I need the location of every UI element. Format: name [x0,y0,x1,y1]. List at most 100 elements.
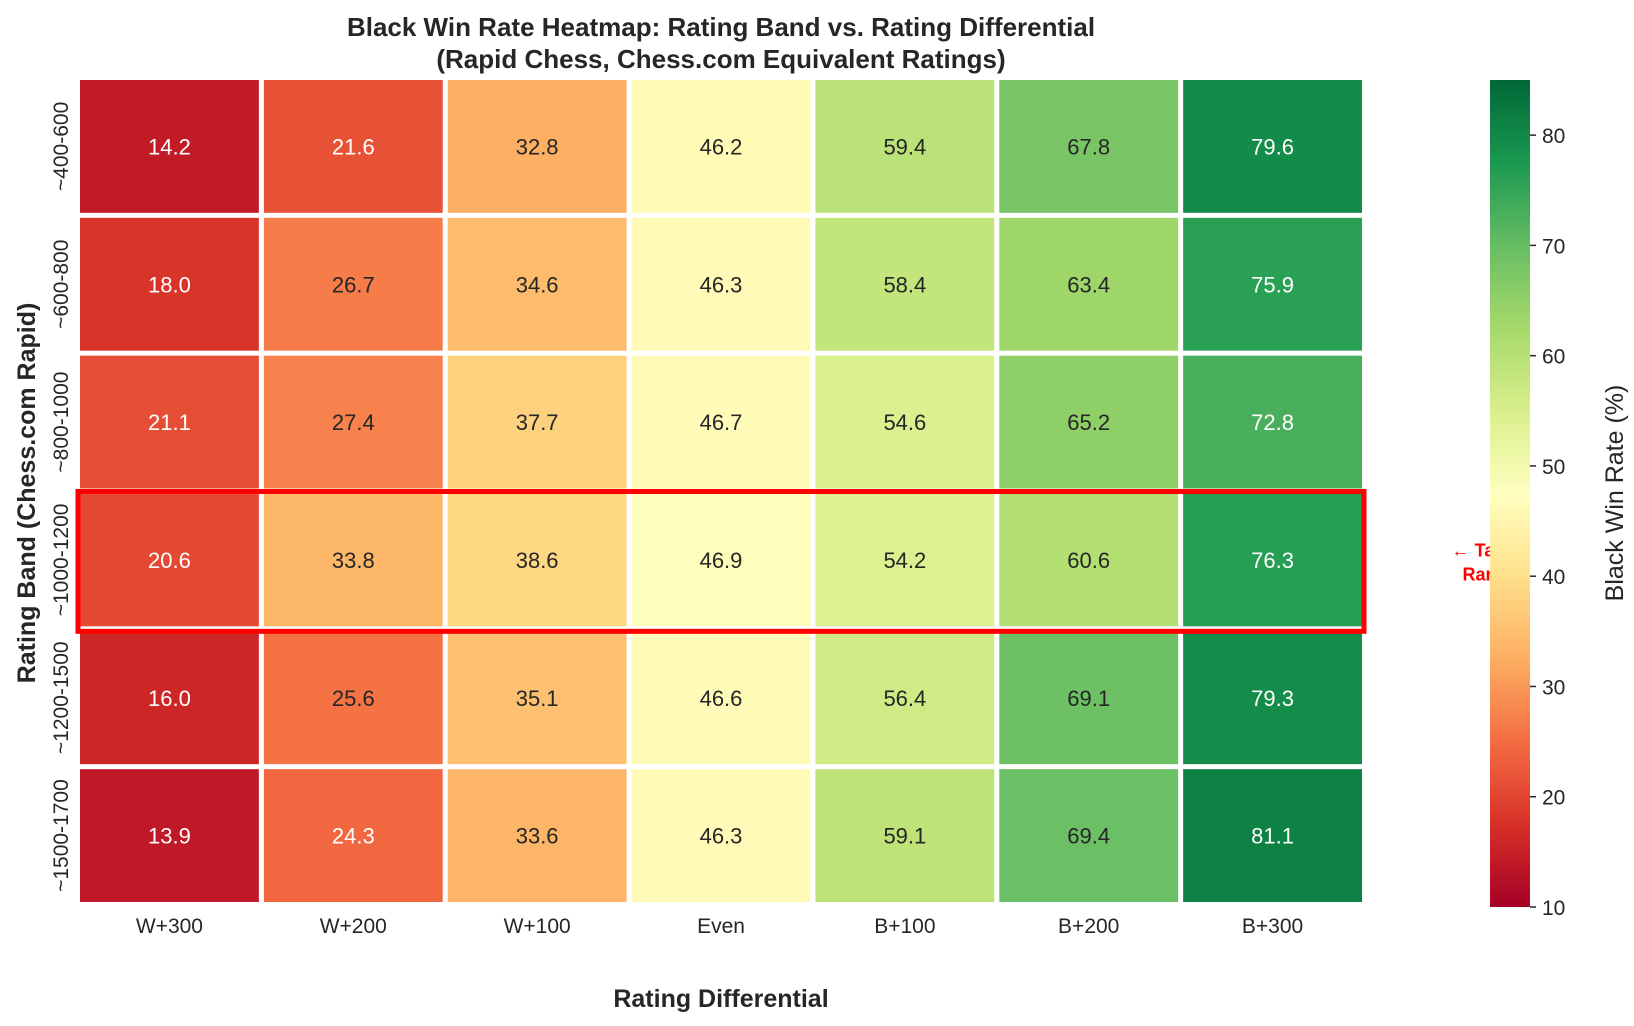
heatmap-cell [815,769,995,902]
cell-value-label: 33.8 [332,548,375,573]
cell-value-label: 75.9 [1251,272,1294,297]
chart-subtitle: (Rapid Chess, Chess.com Equivalent Ratin… [436,44,1005,74]
cell-value-label: 46.3 [700,272,743,297]
colorbar-tick-label: 30 [1542,676,1565,699]
cell-value-label: 67.8 [1067,134,1110,159]
heatmap-cell [1183,631,1362,765]
heatmap-cell [80,769,259,902]
heatmap-cell [80,217,259,351]
heatmap-cell [999,769,1179,902]
heatmap-cell [263,80,443,213]
y-tick-labels: ~400-600 ~600-800 ~800-1000 ~1000-1200 ~1200… [50,102,73,892]
cell-value-label: 79.3 [1251,686,1294,711]
x-tick-label: B+200 [1058,915,1119,938]
heatmap-cell [263,631,443,765]
heatmap-cell [1183,769,1362,902]
cell-value-label: 46.6 [700,686,743,711]
heatmap-cell [631,217,811,351]
cell-value-label: 56.4 [883,686,926,711]
heatmap-cell [815,80,995,213]
cell-value-label: 25.6 [332,686,375,711]
heatmap-cell [447,80,627,213]
heatmap-cell [447,631,627,765]
heatmap-cell [815,631,995,765]
x-axis-label: Rating Differential [613,985,828,1013]
cell-value-label: 13.9 [148,824,191,849]
heatmap-cell [447,493,627,627]
cell-value-label: 72.8 [1251,410,1294,435]
heatmap-cell [80,493,259,627]
cell-value-label: 46.7 [700,410,743,435]
heatmap-cell [1183,355,1362,489]
cell-value-label: 79.6 [1251,134,1294,159]
heatmap-cell [447,355,627,489]
colorbar-ticks: 10 20 30 40 50 60 70 80 [1530,125,1565,920]
heatmap-cell [999,493,1179,627]
cell-value-label: 32.8 [516,134,559,159]
cell-value-label: 46.2 [700,134,743,159]
x-tick-label: W+100 [504,915,571,938]
cell-value-label: 21.1 [148,410,191,435]
heatmap-cell [815,355,995,489]
cell-value-label: 33.6 [516,824,559,849]
heatmap-cell [999,217,1179,351]
cell-value-label: 60.6 [1067,548,1110,573]
colorbar-tick-label: 50 [1542,456,1565,479]
cell-value-label: 37.7 [516,410,559,435]
y-tick-label: ~1500-1700 [50,779,73,892]
colorbar-label: Black Win Rate (%) [1601,385,1629,602]
colorbar-tick-label: 80 [1542,125,1565,148]
heatmap-cell [80,631,259,765]
cell-value-label: 34.6 [516,272,559,297]
cell-value-label: 69.1 [1067,686,1110,711]
heatmap-cell [999,80,1179,213]
x-tick-labels: W+300 W+200 W+100 Even B+100 B+200 B+300 [136,915,1303,938]
y-axis-label: Rating Band (Chess.com Rapid) [13,303,41,684]
x-tick-label: B+100 [874,915,935,938]
highlight-box [75,489,1367,634]
cell-value-label: 59.1 [883,824,926,849]
heatmap-cell [999,631,1179,765]
cell-value-label: 59.4 [883,134,926,159]
x-tick-label: W+200 [320,915,387,938]
y-tick-label: ~400-600 [50,102,73,191]
cell-value-label: 38.6 [516,548,559,573]
colorbar [1490,80,1530,907]
cell-value-label: 18.0 [148,272,191,297]
cell-value-label: 35.1 [516,686,559,711]
heatmap-cell [80,80,259,213]
cell-value-label: 21.6 [332,134,375,159]
heatmap-cell [263,217,443,351]
cell-value-label: 14.2 [148,134,191,159]
colorbar-tick-label: 20 [1542,787,1565,810]
heatmap-cell [1183,80,1362,213]
cell-value-label: 65.2 [1067,410,1110,435]
colorbar-tick-label: 40 [1542,566,1565,589]
heatmap-cells: 14.2 21.6 32.8 46.2 59.4 67.8 79.6 18.0 26.7 34.6… [80,80,1362,902]
colorbar-tick-label: 10 [1542,897,1565,920]
heatmap-cell [263,769,443,902]
heatmap-cell [631,80,811,213]
x-tick-label: W+300 [136,915,203,938]
y-tick-label: ~1000-1200 [50,504,73,617]
y-tick-label: ~600-800 [50,240,73,329]
cell-value-label: 63.4 [1067,272,1110,297]
chart-title: Black Win Rate Heatmap: Rating Band vs. … [347,12,1095,42]
cell-value-label: 54.6 [883,410,926,435]
colorbar-tick-label: 70 [1542,235,1565,258]
cell-value-label: 58.4 [883,272,926,297]
colorbar-tick-label: 60 [1542,346,1565,369]
heatmap-cell [1183,493,1362,627]
cell-value-label: 69.4 [1067,824,1110,849]
cell-value-label: 20.6 [148,548,191,573]
heatmap-cell [631,355,811,489]
cell-value-label: 54.2 [883,548,926,573]
x-tick-label: B+300 [1242,915,1303,938]
cell-value-label: 76.3 [1251,548,1294,573]
cell-value-label: 46.3 [700,824,743,849]
cell-value-label: 27.4 [332,410,375,435]
cell-value-label: 81.1 [1251,824,1294,849]
heatmap-cell [631,493,811,627]
heatmap-cell [263,355,443,489]
heatmap-cell [447,217,627,351]
